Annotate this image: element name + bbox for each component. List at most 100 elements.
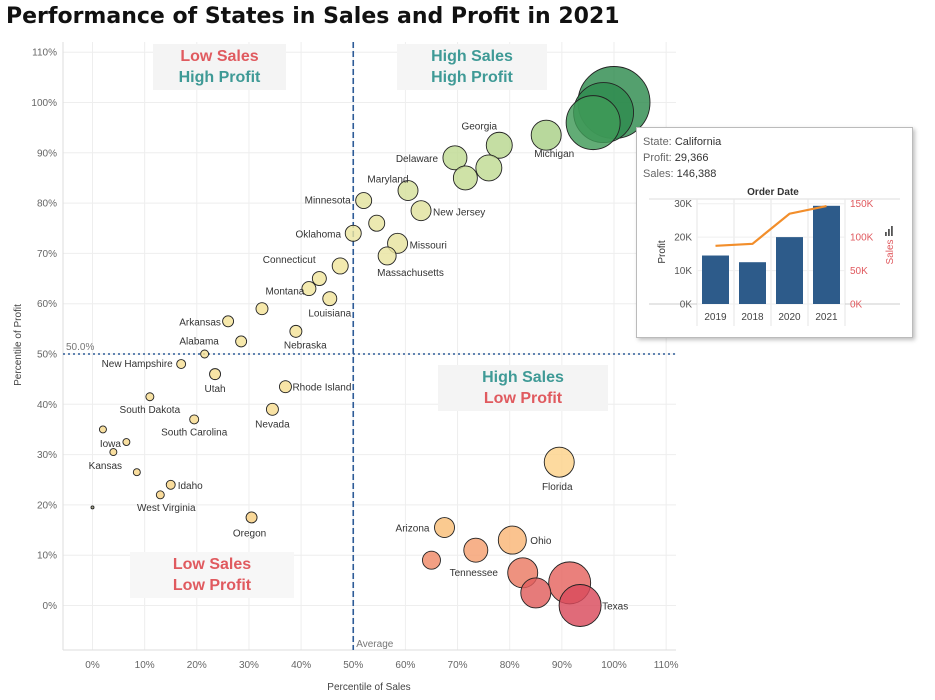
quadrant-label-top-left: Low Sales High Profit [153,44,286,90]
mini-x-tick-label: 2020 [778,312,801,323]
state-point-connecticut[interactable] [331,257,349,275]
median-line-label: 50.0% [66,342,94,353]
state-point-unlabeled[interactable] [520,577,552,609]
state-label-utah: Utah [204,384,225,395]
state-point-oklahoma[interactable] [344,224,362,242]
sales-line [715,205,827,247]
state-point-unlabeled[interactable] [565,95,621,151]
mini-y2-axis-title: Sales [885,239,896,264]
y-tick-label: 40% [37,400,57,411]
mini-y2-tick-label: 50K [850,266,868,277]
state-point-florida[interactable] [543,446,575,478]
state-point-massachusetts[interactable] [377,246,397,266]
chart-icon [891,226,893,236]
state-label-arizona: Arizona [396,524,430,535]
state-label-connecticut: Connecticut [263,255,316,266]
profit-bar[interactable] [739,262,766,304]
y-tick-label: 0% [43,601,58,612]
mini-y-axis-title: Profit [657,240,668,264]
state-point-georgia[interactable] [485,131,513,159]
state-point-unlabeled[interactable] [368,214,386,232]
state-label-rhode-island: Rhode Island [292,383,351,394]
state-point-new-jersey[interactable] [410,200,432,222]
x-tick-label: 0% [85,660,100,671]
mini-x-tick-label: 2018 [741,312,764,323]
state-point-unlabeled[interactable] [98,425,107,434]
state-point-texas[interactable] [558,584,602,627]
tooltip-profit-key: Profit: [643,152,672,164]
state-label-alabama: Alabama [179,336,219,347]
state-point-nevada[interactable] [265,402,279,416]
chart-icon [888,229,890,236]
state-point-unlabeled[interactable] [132,468,141,477]
quadrant-top-right-line1: High Sales [431,48,513,65]
tooltip-state-row: State: California [643,136,721,148]
state-point-unlabeled[interactable] [90,505,95,510]
x-tick-label: 90% [552,660,572,671]
quadrant-bottom-right-line2: Low Profit [483,390,563,407]
mini-y-tick-label: 10K [674,266,692,277]
x-tick-label: 40% [291,660,311,671]
state-point-unlabeled[interactable] [475,154,503,182]
state-label-minnesota: Minnesota [305,196,352,207]
average-line-label: Average [356,639,394,650]
state-label-delaware: Delaware [396,154,439,165]
y-tick-label: 10% [37,551,57,562]
state-point-oregon[interactable] [245,511,258,524]
x-tick-label: 30% [239,660,259,671]
y-tick-label: 110% [32,48,57,59]
state-point-unlabeled[interactable] [452,165,478,191]
x-tick-label: 70% [448,660,468,671]
state-point-arkansas[interactable] [222,315,235,328]
state-label-louisiana: Louisiana [308,309,351,320]
state-point-unlabeled[interactable] [200,349,210,359]
mini-x-tick-label: 2019 [704,312,727,323]
state-point-alabama[interactable] [235,335,248,348]
mini-y-tick-label: 20K [674,233,692,244]
tooltip-profit-row: Profit: 29,366 [643,152,708,164]
state-point-minnesota[interactable] [355,192,373,210]
state-point-michigan[interactable] [530,119,562,151]
state-point-utah[interactable] [209,368,222,381]
state-point-delaware[interactable] [442,145,468,171]
state-label-arkansas: Arkansas [179,317,221,328]
quadrant-label-bottom-left: Low Sales Low Profit [130,552,294,598]
quadrant-bottom-left-line1: Low Sales [172,556,252,573]
tooltip-state-key: State: [643,136,672,148]
x-tick-label: 80% [500,660,520,671]
state-point-nebraska[interactable] [289,324,303,338]
state-point-west-virginia[interactable] [155,490,165,500]
state-point-idaho[interactable] [165,479,176,490]
state-label-south-dakota: South Dakota [120,405,181,416]
chart-icon [885,232,887,236]
state-point-maryland[interactable] [397,180,419,201]
state-point-unlabeled[interactable] [255,302,269,316]
state-point-iowa[interactable] [122,438,131,446]
state-point-arizona[interactable] [434,517,455,538]
state-point-louisiana[interactable] [322,291,338,307]
profit-bar[interactable] [813,205,840,304]
profit-bar[interactable] [776,237,803,304]
x-tick-label: 50% [343,660,363,671]
state-point-ohio[interactable] [497,525,527,555]
state-point-montana[interactable] [301,281,317,297]
mini-y-tick-label: 30K [674,199,692,210]
mini-y-tick-label: 0K [680,300,693,311]
state-point-unlabeled[interactable] [311,271,327,286]
y-tick-label: 100% [31,98,57,109]
state-point-unlabeled[interactable] [422,550,441,570]
state-point-rhode-island[interactable] [279,380,292,394]
state-point-tennessee[interactable] [463,537,489,563]
profit-bar[interactable] [702,255,729,304]
state-point-south-dakota[interactable] [145,392,155,402]
mini-chart-title: Order Date [747,187,799,198]
y-axis-title: Percentile of Profit [13,304,24,386]
x-tick-label: 100% [601,660,627,671]
state-point-south-carolina[interactable] [189,414,200,425]
state-point-kansas[interactable] [109,448,118,457]
quadrant-label-bottom-right: High Sales Low Profit [438,365,608,411]
tooltip-panel: State: California Profit: 29,366 Sales: … [636,127,913,338]
y-tick-label: 70% [37,249,57,260]
state-point-new-hampshire[interactable] [176,359,187,370]
